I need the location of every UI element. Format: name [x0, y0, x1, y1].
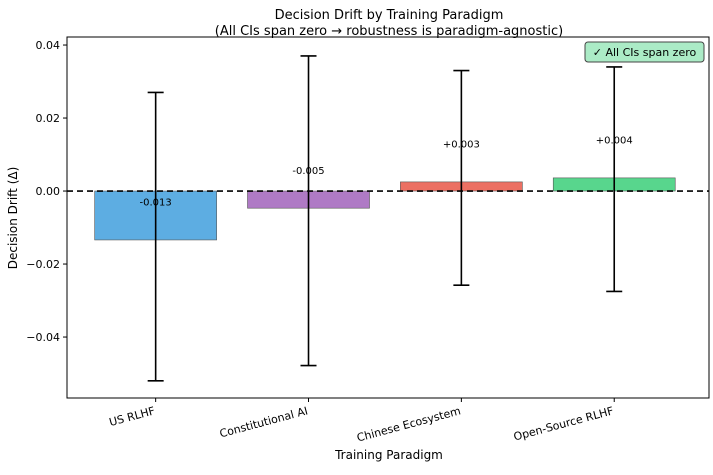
- chart-subtitle: (All CIs span zero → robustness is parad…: [215, 24, 563, 39]
- x-tick-label: Constitutional AI: [218, 404, 309, 440]
- y-tick-label: −0.02: [26, 258, 60, 271]
- y-tick-label: 0.00: [36, 185, 61, 198]
- y-tick-label: 0.04: [36, 39, 61, 52]
- y-tick-label: −0.04: [26, 331, 60, 344]
- value-label: -0.005: [292, 166, 324, 177]
- y-tick-label: 0.02: [36, 112, 61, 125]
- x-tick-label: US RLHF: [108, 404, 157, 429]
- x-axis-label: Training Paradigm: [334, 448, 443, 462]
- annotation-box: ✓ All CIs span zero: [584, 41, 705, 63]
- x-tick-label: Open-Source RLHF: [512, 404, 615, 443]
- annotation-text: ✓ All CIs span zero: [593, 46, 697, 59]
- value-label: -0.013: [140, 198, 172, 209]
- x-tick-label: Chinese Ecosystem: [355, 404, 462, 444]
- y-axis-label: Decision Drift (Δ): [6, 167, 20, 270]
- value-label: +0.003: [443, 140, 480, 151]
- value-label: +0.004: [596, 136, 633, 147]
- plot-frame: [66, 36, 710, 399]
- chart-title: Decision Drift by Training Paradigm: [275, 8, 504, 23]
